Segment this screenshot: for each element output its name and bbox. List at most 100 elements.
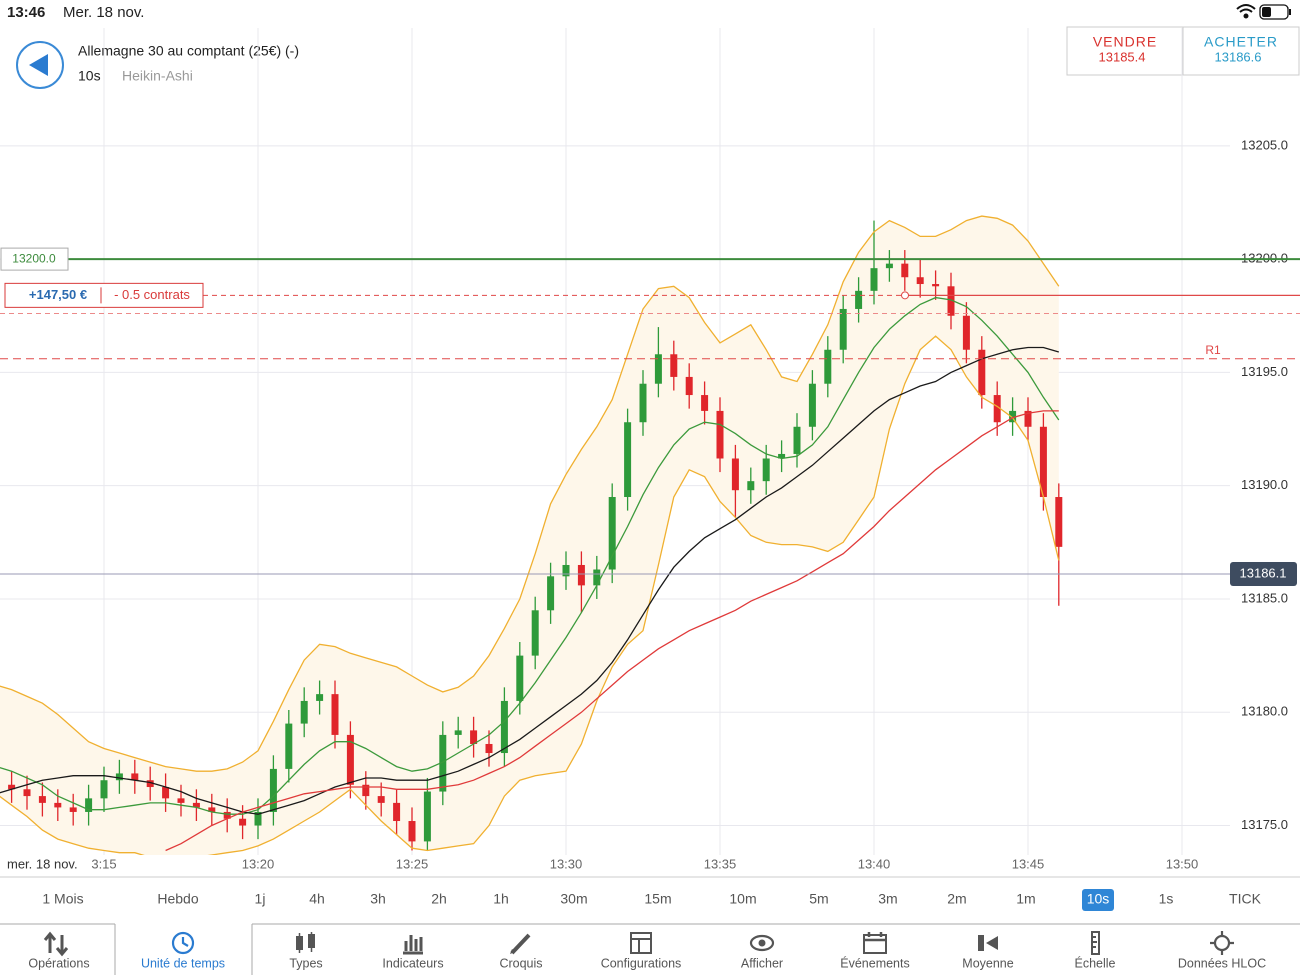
icon-shape[interactable]: [630, 932, 652, 954]
candle-body: [162, 787, 170, 799]
timeframe-option[interactable]: TICK: [1229, 891, 1262, 907]
toolbar-label[interactable]: Opérations: [28, 956, 89, 970]
candle-body: [500, 700, 508, 754]
icon-shape[interactable]: [403, 935, 423, 955]
y-tick-label: 13185.0: [1241, 590, 1288, 605]
sell-button[interactable]: VENDRE 13185.4: [1066, 26, 1184, 76]
icon-shape[interactable]: [864, 932, 886, 942]
icon-shape[interactable]: [298, 932, 313, 953]
timeframe-option[interactable]: 10m: [729, 891, 756, 907]
candle-body: [593, 569, 601, 586]
x-tick-label: 13:25: [396, 856, 429, 871]
buy-price[interactable]: 13186.6: [1215, 49, 1262, 64]
sell-label[interactable]: VENDRE: [1093, 34, 1157, 50]
toolbar-label[interactable]: Unité de temps: [141, 956, 225, 970]
icon-shape[interactable]: [978, 935, 984, 951]
back-arrow[interactable]: [29, 54, 48, 76]
toolbar-icon[interactable]: [863, 932, 887, 954]
x-tick-label: 3:15: [91, 856, 116, 871]
timeframe-option[interactable]: 1s: [1159, 891, 1174, 907]
timeframe-option[interactable]: 3h: [370, 891, 386, 907]
position-tag[interactable]: [4, 282, 204, 308]
chart-style: Heikin-Ashi: [122, 68, 193, 84]
icon-shape[interactable]: [510, 933, 531, 955]
back-button[interactable]: [16, 41, 64, 89]
toolbar-label[interactable]: Données HLOC: [1178, 956, 1266, 970]
toolbar-label[interactable]: Afficher: [741, 956, 783, 970]
candle-body: [408, 821, 416, 842]
candle-body: [439, 734, 447, 792]
icon-shape[interactable]: [1210, 931, 1234, 955]
candle-body: [793, 426, 801, 454]
chart-overlay: 13175.0 13180.0 13185.0 13190.0 13195.0 13200…: [0, 137, 1300, 871]
timeframe-option[interactable]: 5m: [809, 891, 828, 907]
candle-body: [1055, 497, 1063, 547]
buy-box[interactable]: [1182, 26, 1300, 76]
x-tick-label: 13:35: [704, 856, 737, 871]
timeframe-option[interactable]: 1j: [255, 891, 266, 907]
reference-tag: [0, 247, 69, 271]
buy-label[interactable]: ACHETER: [1204, 34, 1278, 50]
y-tick-label: 13195.0: [1241, 364, 1288, 379]
toolbar-icon[interactable]: [978, 935, 998, 951]
sell-box[interactable]: [1066, 26, 1184, 76]
timeframe-option[interactable]: 2h: [431, 891, 447, 907]
toolbar-icon[interactable]: [403, 935, 423, 955]
icon-shape[interactable]: [749, 934, 775, 952]
indicator-line: [0, 296, 1060, 815]
status-time: 13:46: [7, 4, 45, 21]
candle-body: [824, 349, 832, 384]
icon-shape[interactable]: [1213, 934, 1231, 952]
candle-body: [516, 655, 524, 701]
timeframe-selected[interactable]: [1082, 889, 1114, 911]
timeframe-option[interactable]: 3m: [878, 891, 897, 907]
toolbar-label[interactable]: Moyenne: [962, 956, 1013, 970]
icon-shape[interactable]: [181, 937, 189, 947]
toolbar-icon[interactable]: [43, 931, 69, 957]
toolbar-label[interactable]: Configurations: [601, 956, 682, 970]
timeframe-option[interactable]: 15m: [644, 891, 671, 907]
position-pnl: +147,50 €: [29, 287, 87, 302]
toolbar-icon[interactable]: [510, 933, 531, 955]
timeframe-option[interactable]: 1h: [493, 891, 509, 907]
icon-shape[interactable]: [171, 931, 195, 955]
timeframe-option[interactable]: 10s: [1087, 891, 1110, 907]
y-tick-label: 13175.0: [1241, 817, 1288, 832]
candle-body: [962, 315, 970, 350]
toolbar-icon[interactable]: [296, 932, 315, 953]
toolbar-icon[interactable]: [630, 932, 652, 954]
toolbar-icon[interactable]: [171, 931, 195, 955]
timeframe-option[interactable]: 1 Mois: [42, 891, 83, 907]
toolbar-label[interactable]: Échelle: [1075, 955, 1116, 970]
timeframe-option[interactable]: 4h: [309, 891, 325, 907]
toolbar-icon[interactable]: [1210, 931, 1234, 955]
icon-shape[interactable]: [1091, 931, 1100, 955]
icon-shape[interactable]: [510, 949, 515, 954]
entry-marker: [901, 291, 909, 300]
icon-shape[interactable]: [758, 939, 766, 947]
toolbar-icon[interactable]: [749, 934, 775, 952]
candle-body: [131, 773, 139, 781]
icon-shape[interactable]: [631, 938, 651, 953]
timeframe-option[interactable]: 2m: [947, 891, 966, 907]
y-tick-label: 13200.0: [1241, 251, 1288, 266]
candle-body: [778, 453, 786, 459]
toolbar-label[interactable]: Croquis: [499, 956, 542, 970]
toolbar-label[interactable]: Types: [289, 956, 322, 970]
candle-body: [531, 610, 539, 656]
candle-body: [208, 807, 216, 812]
icon-shape[interactable]: [986, 936, 998, 950]
candle-body: [947, 286, 955, 316]
timeframe-option[interactable]: 1m: [1016, 891, 1035, 907]
candle-body: [485, 743, 493, 754]
icon-shape[interactable]: [863, 934, 887, 954]
icon-shape[interactable]: [43, 931, 69, 957]
timeframe-option[interactable]: 30m: [560, 891, 587, 907]
toolbar-label[interactable]: Indicateurs: [382, 956, 443, 970]
toolbar-label[interactable]: Événements: [840, 955, 909, 970]
timeframe-option[interactable]: Hebdo: [157, 891, 198, 907]
sell-price[interactable]: 13185.4: [1099, 49, 1146, 64]
toolbar-icon[interactable]: [1091, 931, 1100, 955]
buy-button[interactable]: ACHETER 13186.6: [1182, 26, 1300, 76]
